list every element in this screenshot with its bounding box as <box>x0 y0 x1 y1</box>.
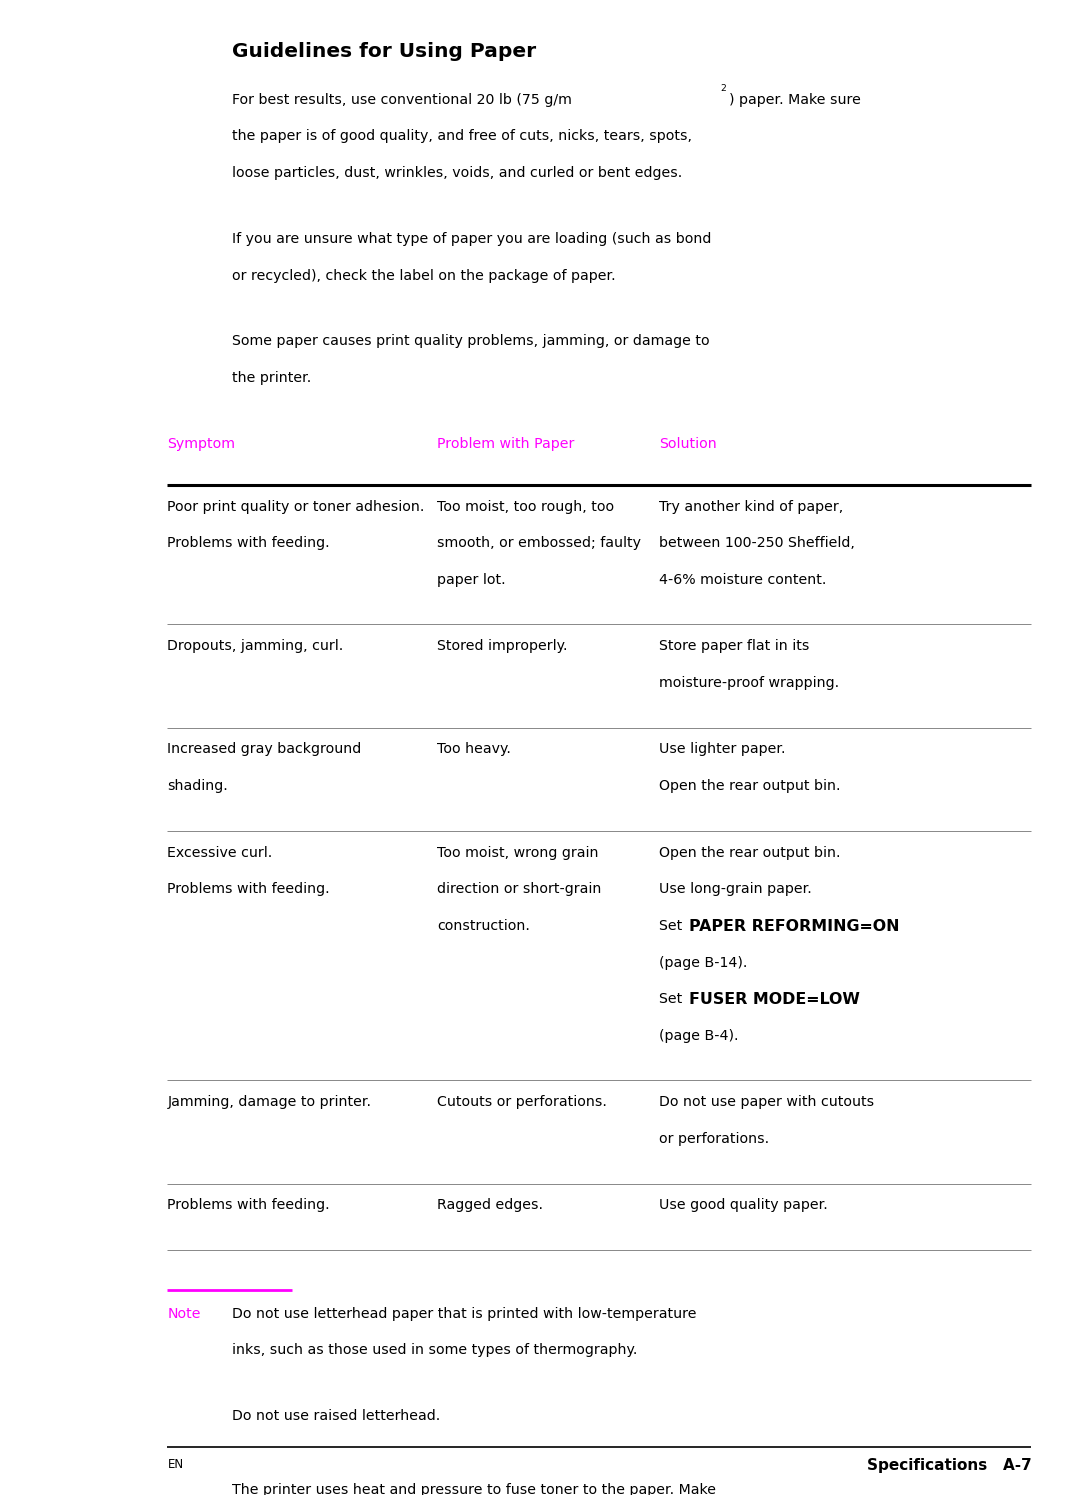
Text: smooth, or embossed; faulty: smooth, or embossed; faulty <box>437 537 642 550</box>
Text: Excessive curl.: Excessive curl. <box>167 846 272 860</box>
Text: Use long-grain paper.: Use long-grain paper. <box>659 882 811 897</box>
Text: PAPER REFORMING=ON: PAPER REFORMING=ON <box>689 919 900 934</box>
Text: FUSER MODE=LOW: FUSER MODE=LOW <box>689 993 860 1008</box>
Text: direction or short-grain: direction or short-grain <box>437 882 602 897</box>
Text: Jamming, damage to printer.: Jamming, damage to printer. <box>167 1096 372 1109</box>
Text: Too moist, wrong grain: Too moist, wrong grain <box>437 846 599 860</box>
Text: Set: Set <box>659 919 687 933</box>
Text: the printer.: the printer. <box>232 371 311 386</box>
Text: Too heavy.: Too heavy. <box>437 743 511 756</box>
Text: Store paper flat in its: Store paper flat in its <box>659 640 809 653</box>
Text: Ragged edges.: Ragged edges. <box>437 1199 543 1212</box>
Text: 4-6% moisture content.: 4-6% moisture content. <box>659 573 826 588</box>
Text: Guidelines for Using Paper: Guidelines for Using Paper <box>232 42 537 61</box>
Text: Dropouts, jamming, curl.: Dropouts, jamming, curl. <box>167 640 343 653</box>
Text: If you are unsure what type of paper you are loading (such as bond: If you are unsure what type of paper you… <box>232 232 712 245</box>
Text: Open the rear output bin.: Open the rear output bin. <box>659 779 840 794</box>
Text: Problems with feeding.: Problems with feeding. <box>167 882 330 897</box>
Text: moisture-proof wrapping.: moisture-proof wrapping. <box>659 676 839 691</box>
Text: For best results, use conventional 20 lb (75 g/m: For best results, use conventional 20 lb… <box>232 93 572 106</box>
Text: Do not use raised letterhead.: Do not use raised letterhead. <box>232 1410 441 1423</box>
Text: between 100-250 Sheffield,: between 100-250 Sheffield, <box>659 537 854 550</box>
Text: paper lot.: paper lot. <box>437 573 507 588</box>
Text: Open the rear output bin.: Open the rear output bin. <box>659 846 840 860</box>
Text: the paper is of good quality, and free of cuts, nicks, tears, spots,: the paper is of good quality, and free o… <box>232 130 692 144</box>
Text: ) paper. Make sure: ) paper. Make sure <box>729 93 861 106</box>
Text: Solution: Solution <box>659 437 716 451</box>
Text: inks, such as those used in some types of thermography.: inks, such as those used in some types o… <box>232 1344 637 1357</box>
Text: (page B-4).: (page B-4). <box>659 1029 739 1044</box>
Text: Set: Set <box>659 993 687 1006</box>
Text: Cutouts or perforations.: Cutouts or perforations. <box>437 1096 607 1109</box>
Text: Do not use paper with cutouts: Do not use paper with cutouts <box>659 1096 874 1109</box>
Text: Symptom: Symptom <box>167 437 235 451</box>
Text: EN: EN <box>167 1458 184 1471</box>
Text: Specifications   A-7: Specifications A-7 <box>866 1458 1031 1473</box>
Text: or perforations.: or perforations. <box>659 1132 769 1147</box>
Text: loose particles, dust, wrinkles, voids, and curled or bent edges.: loose particles, dust, wrinkles, voids, … <box>232 166 683 179</box>
Text: 2: 2 <box>720 84 726 93</box>
Text: Try another kind of paper,: Try another kind of paper, <box>659 499 843 514</box>
Text: Increased gray background: Increased gray background <box>167 743 362 756</box>
Text: Problem with Paper: Problem with Paper <box>437 437 575 451</box>
Text: Note: Note <box>167 1307 201 1322</box>
Text: Use lighter paper.: Use lighter paper. <box>659 743 785 756</box>
Text: Stored improperly.: Stored improperly. <box>437 640 568 653</box>
Text: Do not use letterhead paper that is printed with low-temperature: Do not use letterhead paper that is prin… <box>232 1307 697 1322</box>
Text: Problems with feeding.: Problems with feeding. <box>167 1199 330 1212</box>
Text: The printer uses heat and pressure to fuse toner to the paper. Make: The printer uses heat and pressure to fu… <box>232 1483 716 1495</box>
Text: construction.: construction. <box>437 919 530 933</box>
Text: Use good quality paper.: Use good quality paper. <box>659 1199 827 1212</box>
Text: (page B-14).: (page B-14). <box>659 955 747 970</box>
Text: or recycled), check the label on the package of paper.: or recycled), check the label on the pac… <box>232 269 616 283</box>
Text: Some paper causes print quality problems, jamming, or damage to: Some paper causes print quality problems… <box>232 335 710 348</box>
Text: Problems with feeding.: Problems with feeding. <box>167 537 330 550</box>
Text: Poor print quality or toner adhesion.: Poor print quality or toner adhesion. <box>167 499 424 514</box>
Text: Too moist, too rough, too: Too moist, too rough, too <box>437 499 615 514</box>
Text: shading.: shading. <box>167 779 228 794</box>
